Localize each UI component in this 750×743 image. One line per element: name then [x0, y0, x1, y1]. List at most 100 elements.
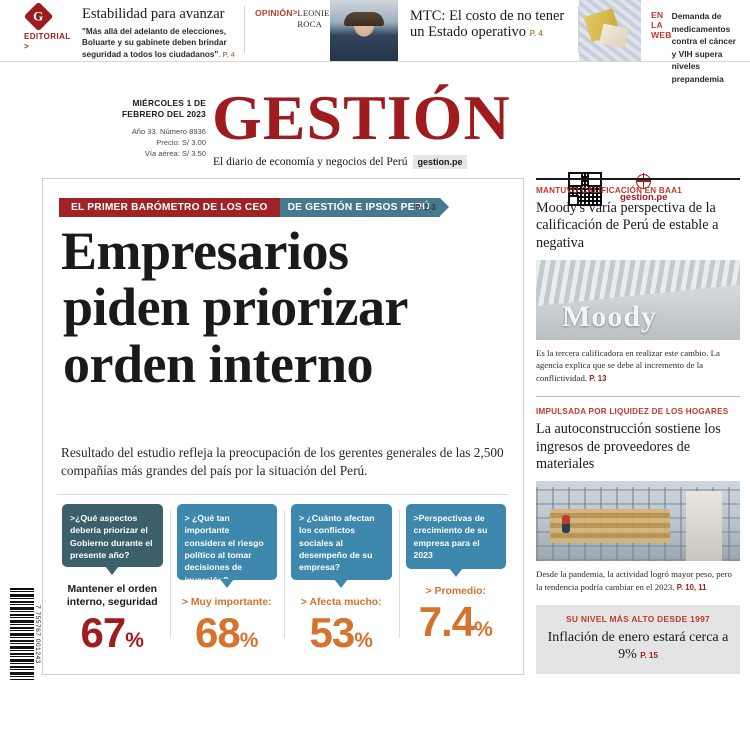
stat-value-4: 7.4% — [406, 597, 507, 645]
concrete-column — [686, 491, 722, 562]
moody-kicker: MANTUVO CALIFICACIÓN EN BAA1 — [536, 186, 682, 195]
editorial-label: EDITORIAL — [24, 32, 71, 41]
web-kicker: EN LA WEB — [651, 10, 672, 40]
stat-answer-text-4: Promedio: — [434, 586, 486, 598]
date-block: MIÉRCOLES 1 DE FEBRERO DEL 2023 Año 33. … — [96, 98, 206, 159]
main-story[interactable]: EL PRIMER BARÓMETRO DE LOS CEO DE GESTIÓ… — [42, 178, 524, 675]
editorial-arrow-icon: > — [24, 42, 29, 51]
stat-value-3: 53% — [291, 612, 392, 654]
sidebar-story-moody[interactable]: MANTUVO CALIFICACIÓN EN BAA1 Moody's var… — [536, 178, 740, 384]
autoconstruccion-summary: Desde la pandemia, la actividad logró ma… — [536, 568, 740, 593]
stat-arrow-icon-3: > — [299, 513, 305, 523]
stat-question-text-1: ¿Qué aspectos debería priorizar el Gobie… — [70, 513, 153, 561]
tagline-site-badge[interactable]: gestion.pe — [413, 155, 467, 169]
sidebar-story-inflacion[interactable]: SU NIVEL MÁS ALTO DESDE 1997 Inflación d… — [536, 605, 740, 675]
stat-value-2: 68% — [177, 612, 278, 654]
autoconstruccion-photo — [536, 481, 740, 562]
stat-column-2[interactable]: > ¿Qué tan importante considera el riesg… — [169, 504, 285, 654]
editorial-text-block[interactable]: Estabilidad para avanzar "Más allá del a… — [82, 0, 244, 61]
masthead: MIÉRCOLES 1 DE FEBRERO DEL 2023 Año 33. … — [0, 62, 750, 206]
stat-column-1[interactable]: >¿Qué aspectos debería priorizar el Gobi… — [55, 504, 170, 654]
wood-planks — [550, 509, 670, 544]
headline-line-1: Empresarios — [61, 221, 349, 281]
stat-answer-text-3: Afecta mucho: — [309, 597, 382, 609]
stat-answer-arrow-2: > — [181, 597, 188, 609]
stat-question-3: > ¿Cuánto afectan los conflictos sociale… — [291, 504, 392, 590]
headline-line-3: orden interno — [63, 333, 374, 394]
stat-arrow-icon-4: > — [413, 513, 419, 523]
website-link[interactable]: gestion.pe — [620, 173, 668, 203]
autoconstruccion-page: P. 10, 11 — [676, 582, 707, 592]
stat-question-4: >Perspectivas de crecimiento de su empre… — [405, 504, 506, 578]
moody-page: P. 13 — [589, 373, 607, 383]
sidebar: MANTUVO CALIFICACIÓN EN BAA1 Moody's var… — [536, 178, 740, 675]
stat-answer-arrow-4: > — [425, 586, 432, 598]
editorial-logo-letter: G — [33, 9, 44, 24]
stat-number-4: 7.4 — [418, 597, 475, 645]
gestion-diamond-logo-icon: G — [23, 1, 54, 32]
stats-divider — [57, 494, 509, 495]
sidebar-top-rule — [536, 178, 740, 180]
web-block[interactable]: EN LA WEB Demanda de medicamentos contra… — [641, 0, 750, 85]
stat-column-3[interactable]: > ¿Cuánto afectan los conflictos sociale… — [284, 504, 399, 654]
stat-question-text-2: ¿Qué tan importante considera el riesgo … — [184, 513, 264, 585]
main-kicker-red: EL PRIMER BARÓMETRO DE LOS CEO — [59, 198, 280, 217]
barcode — [10, 588, 34, 680]
stat-number-3: 53 — [309, 609, 356, 656]
autoconstruccion-title: La autoconstrucción sostiene los ingreso… — [536, 421, 721, 473]
headline-line-2: piden priorizar — [63, 277, 408, 338]
moody-photo: Moody — [536, 259, 740, 340]
stat-answer-3: > Afecta mucho: — [291, 596, 392, 610]
top-strip: G EDITORIAL > Estabilidad para avanzar "… — [0, 0, 750, 85]
stat-answer-4: > Promedio: — [406, 585, 507, 599]
main-kicker-blue: DE GESTIÓN E IPSOS PERÚ — [279, 198, 449, 217]
editorial-page: . P. 4 — [218, 49, 235, 59]
stat-arrow-icon-1: > — [70, 513, 76, 523]
moody-title: Moody's varía perspectiva de la califica… — [536, 200, 719, 251]
stat-unit-4: % — [474, 617, 493, 641]
mtc-page: P. 4 — [529, 29, 543, 39]
tagline-text: El diario de economía y negocios del Per… — [213, 156, 408, 168]
stat-answer-2: > Muy importante: — [177, 596, 278, 610]
stat-number-2: 68 — [195, 609, 241, 656]
stat-question-1: >¿Qué aspectos debería priorizar el Gobi… — [62, 504, 163, 575]
sidebar-story-autoconstruccion[interactable]: IMPULSADA POR LIQUIDEZ DE LOS HOGARES La… — [536, 407, 740, 593]
editorial-title: Estabilidad para avanzar — [82, 6, 225, 22]
main-kicker-page: P. 2-3 — [415, 203, 436, 212]
main-kicker: EL PRIMER BARÓMETRO DE LOS CEO DE GESTIÓ… — [59, 198, 449, 217]
web-story-photo — [579, 0, 641, 61]
opinion-arrow-icon: > — [292, 8, 298, 17]
website-label: gestion.pe — [620, 192, 668, 203]
inflacion-title-text: Inflación de enero estará cerca a 9% — [547, 630, 729, 663]
stat-question-2: > ¿Qué tan importante considera el riesg… — [176, 504, 277, 590]
autoconstruccion-summary-text: Desde la pandemia, la actividad logró ma… — [536, 569, 732, 592]
mtc-block[interactable]: MTC: El costo de no tener un Estado oper… — [398, 0, 578, 61]
barcode-number: 7 755767 001243 — [34, 604, 41, 664]
stat-value-1: 67% — [62, 612, 163, 654]
inflacion-page: P. 15 — [640, 651, 658, 661]
masthead-tagline: El diario de economía y negocios del Per… — [213, 155, 467, 169]
editorial-block[interactable]: G EDITORIAL > — [0, 0, 82, 61]
moody-photo-sign: Moody — [562, 299, 657, 333]
stat-column-4[interactable]: >Perspectivas de crecimiento de su empre… — [398, 504, 514, 654]
main-headline: Empresarios piden priorizar orden intern… — [61, 221, 511, 394]
editorial-quote-text: "Más allá del adelanto de elecciones, Bo… — [82, 26, 227, 59]
stat-unit-1: % — [125, 629, 144, 652]
worker-figure — [562, 515, 570, 534]
main-deck: Resultado del estudio refleja la preocup… — [61, 445, 504, 479]
stat-answer-1: Mantener el orden interno, seguridad — [66, 583, 158, 609]
publication-date: MIÉRCOLES 1 DE FEBRERO DEL 2023 — [121, 98, 206, 120]
stat-unit-2: % — [239, 629, 259, 652]
opinion-kicker: OPINIÓN — [255, 8, 293, 18]
stat-unit-3: % — [354, 629, 373, 652]
masthead-logo: GESTIÓN — [212, 82, 511, 153]
mtc-title-text: MTC: El costo de no tener un Estado oper… — [410, 8, 565, 41]
opinion-author-photo — [330, 0, 398, 61]
moody-summary: Es la tercera calificadora en realizar e… — [536, 347, 740, 384]
stat-question-text-4: Perspectivas de crecimiento de su empres… — [413, 513, 488, 561]
opinion-block[interactable]: OPINIÓN > LEONIE ROCA Presidenta de AFIN — [245, 0, 371, 61]
opinion-author: LEONIE ROCA — [297, 8, 330, 30]
sidebar-divider-1 — [536, 396, 740, 398]
web-summary: Demanda de medicamentos contra el cáncer… — [671, 11, 736, 85]
